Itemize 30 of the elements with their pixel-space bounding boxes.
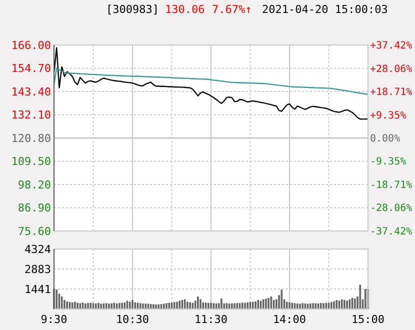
y-tick-label: 1441 [24,282,51,296]
y2-tick-label: -28.06% [370,203,412,214]
y-tick-label: 98.20 [18,178,51,192]
y-tick-label: 132.10 [11,108,51,122]
y2-tick-label: +18.71% [370,87,412,98]
y-tick-label: 143.40 [11,85,51,98]
y2-tick-label: -9.35% [370,156,406,168]
text: 2021-04-20 15:00:03 [262,3,388,16]
y-tick-label: 166.00 [11,38,51,52]
y2-tick-label: +37.42% [370,40,412,52]
y2-tick-label: 0.00% [370,134,400,144]
y-tick-label: 2883 [24,262,51,276]
y2-tick-label: -37.42% [370,226,412,238]
y2-tick-label: -18.71% [370,180,412,191]
y-tick-label: 86.90 [18,202,51,215]
y-tick-label: 109.50 [11,155,51,168]
chart-title: [300983] [106,3,159,16]
x-tick-label: 15:00 [351,313,385,326]
x-tick-label: 14:00 [272,313,306,326]
y-tick-label: 120.80 [11,132,51,145]
text: 130.06 [165,3,205,16]
y-tick-label: 75.60 [18,224,51,238]
text: 7.67%↑ [212,3,252,16]
x-tick-label: 10:30 [116,313,150,326]
y2-tick-label: +9.35% [370,110,406,122]
y2-tick-label: +28.06% [370,64,412,75]
x-tick-label: 11:30 [194,313,228,326]
y-tick-label: 4324 [24,242,52,256]
y-tick-label: 154.70 [11,62,51,76]
x-tick-label: 9:30 [40,313,68,326]
